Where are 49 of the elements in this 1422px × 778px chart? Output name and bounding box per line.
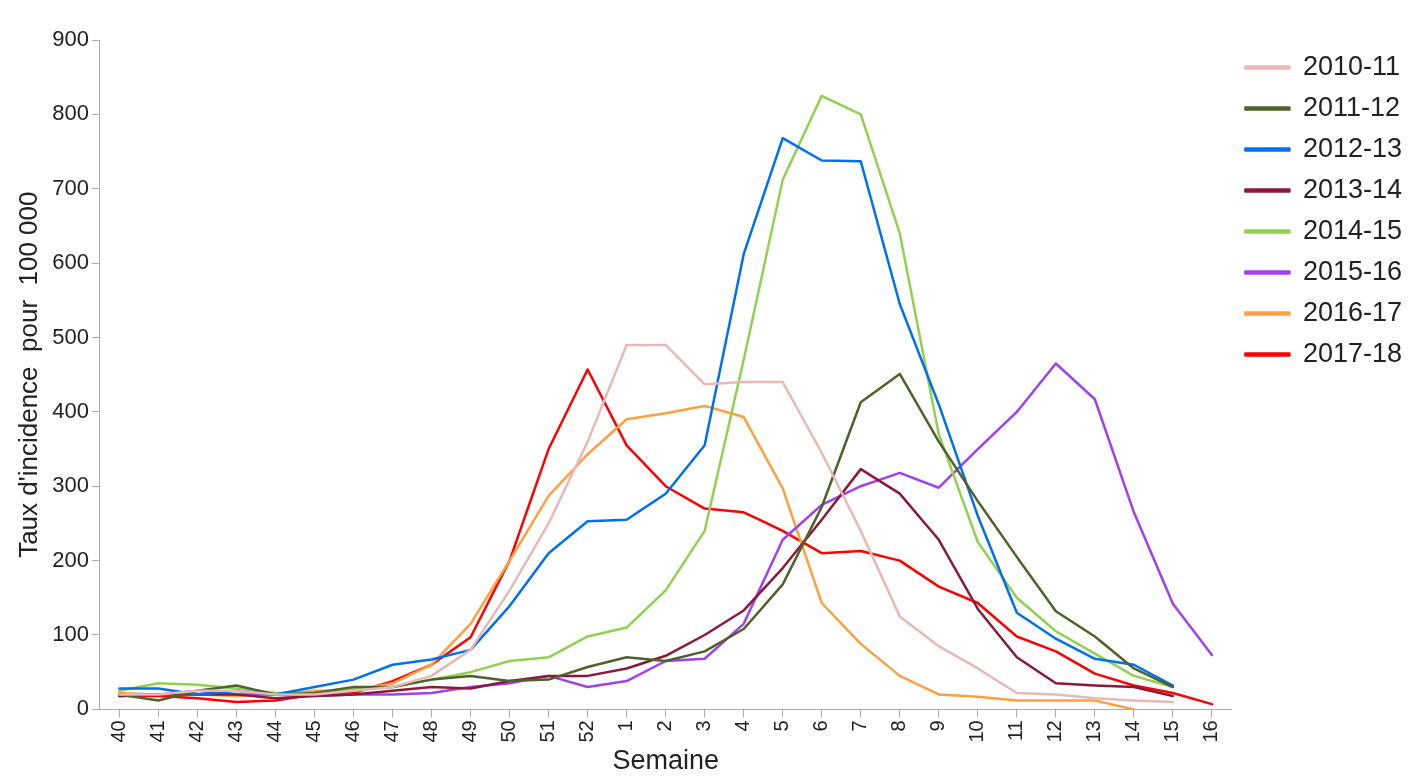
x-tick-label: 15 bbox=[1160, 720, 1183, 743]
x-tick-label: 11 bbox=[1004, 720, 1027, 742]
x-tick-label: 3 bbox=[692, 720, 715, 732]
y-tick-label: 500 bbox=[52, 323, 89, 349]
y-tick-label: 700 bbox=[52, 174, 89, 200]
x-tick-label: 2 bbox=[653, 720, 676, 732]
x-tick-label: 14 bbox=[1121, 720, 1144, 743]
x-tick-label: 16 bbox=[1199, 720, 1222, 743]
x-tick-label: 9 bbox=[926, 720, 949, 732]
x-tick-label: 10 bbox=[965, 720, 988, 743]
legend-label: 2015-16 bbox=[1302, 255, 1403, 286]
legend-label: 2014-15 bbox=[1302, 214, 1403, 245]
x-tick-label: 43 bbox=[223, 720, 246, 743]
x-tick-label: 52 bbox=[575, 720, 598, 743]
x-axis-title: Semaine bbox=[612, 745, 719, 776]
y-axis-title: Taux d'incidence pour 100 000 bbox=[12, 191, 43, 558]
x-tick-label: 12 bbox=[1043, 720, 1066, 743]
x-tick-label: 42 bbox=[184, 720, 207, 743]
y-tick-label: 100 bbox=[52, 621, 89, 647]
legend-label: 2013-14 bbox=[1302, 173, 1403, 204]
y-tick-label: 600 bbox=[52, 249, 89, 275]
x-tick-label: 7 bbox=[848, 720, 871, 732]
x-tick-label: 8 bbox=[887, 720, 910, 732]
legend-label: 2011-12 bbox=[1302, 91, 1401, 122]
x-tick-label: 48 bbox=[419, 720, 442, 743]
legend-label: 2017-18 bbox=[1302, 337, 1403, 368]
x-tick-label: 46 bbox=[341, 720, 364, 743]
x-tick-label: 1 bbox=[614, 720, 637, 732]
legend-label: 2016-17 bbox=[1302, 296, 1403, 327]
y-tick-label: 200 bbox=[52, 546, 89, 572]
x-tick-label: 51 bbox=[536, 720, 559, 743]
x-tick-label: 49 bbox=[458, 720, 481, 743]
x-tick-label: 5 bbox=[770, 720, 793, 732]
x-tick-label: 13 bbox=[1082, 720, 1105, 743]
y-tick-label: 400 bbox=[52, 397, 89, 423]
x-tick-label: 44 bbox=[263, 720, 285, 743]
x-tick-label: 50 bbox=[497, 720, 520, 743]
x-tick-label: 47 bbox=[380, 720, 403, 743]
y-tick-label: 300 bbox=[52, 472, 89, 498]
legend-label: 2010-11 bbox=[1302, 50, 1401, 81]
x-tick-label: 45 bbox=[302, 720, 325, 743]
y-tick-label: 900 bbox=[52, 26, 89, 52]
x-tick-label: 4 bbox=[731, 720, 754, 732]
y-tick-label: 0 bbox=[76, 695, 89, 721]
x-tick-label: 40 bbox=[106, 720, 129, 743]
legend-label: 2012-13 bbox=[1302, 132, 1403, 163]
x-tick-label: 41 bbox=[145, 720, 168, 743]
y-tick-label: 800 bbox=[52, 100, 89, 126]
x-tick-label: 6 bbox=[809, 720, 832, 732]
